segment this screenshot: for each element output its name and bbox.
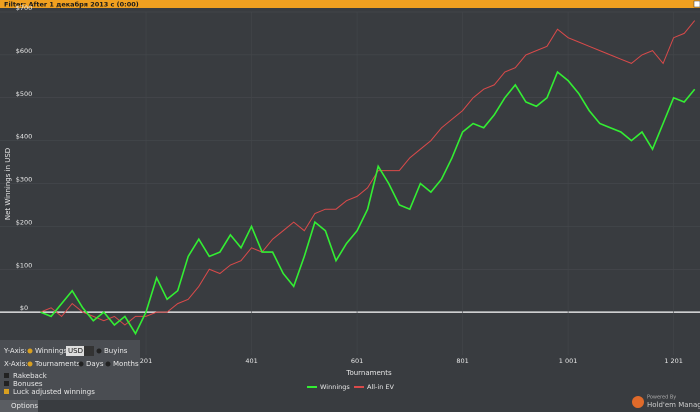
y-tick-label: $400	[16, 133, 33, 141]
select-arrow[interactable]	[84, 346, 94, 356]
y-tick-label: $100	[16, 261, 33, 269]
checkbox-label: Luck adjusted winnings	[13, 388, 95, 396]
options-tab[interactable]	[0, 400, 38, 412]
checkbox-label: Bonuses	[13, 380, 43, 388]
radio[interactable]	[105, 361, 111, 367]
radio-label: Winnings	[35, 347, 67, 355]
close-button[interactable]	[693, 0, 700, 8]
filter-bar	[0, 0, 700, 8]
checkbox[interactable]	[4, 373, 9, 378]
radio[interactable]	[96, 348, 102, 354]
x-axis-title: Tournaments	[345, 369, 392, 377]
y-tick-label: $600	[16, 47, 33, 55]
checkbox[interactable]	[4, 381, 9, 386]
x-tick-label: 801	[456, 357, 468, 365]
radio-label: Days	[86, 360, 104, 368]
radio[interactable]	[78, 361, 84, 367]
y-tick-label: $0	[20, 304, 28, 312]
checkbox-label: Rakeback	[13, 372, 48, 380]
powered-by: Powered By	[647, 395, 676, 401]
filter-text: Filter: After 1 декабря 2013 с (0:00)	[4, 1, 139, 9]
series-line	[40, 20, 696, 326]
radio-label: Tournaments	[34, 360, 81, 368]
radio[interactable]	[27, 361, 33, 367]
radio-label: Months	[113, 360, 139, 368]
y-axis-option: Y-Axis:	[3, 347, 27, 355]
series-line	[40, 70, 696, 336]
y-axis-title: Net Winnings in USD	[4, 148, 12, 220]
x-tick-label: 1 001	[559, 357, 578, 365]
y-tick-label: $500	[16, 90, 33, 98]
legend-label: Winnings	[320, 383, 350, 391]
legend-label: All-in EV	[367, 383, 395, 391]
radio-label: Buyins	[104, 347, 128, 355]
y-tick-label: $700	[16, 4, 33, 12]
x-tick-label: 601	[351, 357, 363, 365]
x-axis-option: X-Axis:	[4, 360, 28, 368]
y-tick-label: $200	[16, 218, 33, 226]
currency: USD	[68, 347, 83, 355]
radio[interactable]	[27, 348, 33, 354]
x-tick-label: 401	[245, 357, 257, 365]
x-tick-label: 201	[140, 357, 152, 365]
brand-name: Hold'em Manager	[647, 401, 700, 409]
currency-select[interactable]	[66, 346, 94, 356]
options-tab-label: Options	[11, 402, 38, 410]
x-tick-label: 1 201	[664, 357, 683, 365]
logo-icon	[632, 396, 644, 408]
y-tick-label: $300	[16, 176, 33, 184]
checkbox[interactable]	[4, 389, 9, 394]
